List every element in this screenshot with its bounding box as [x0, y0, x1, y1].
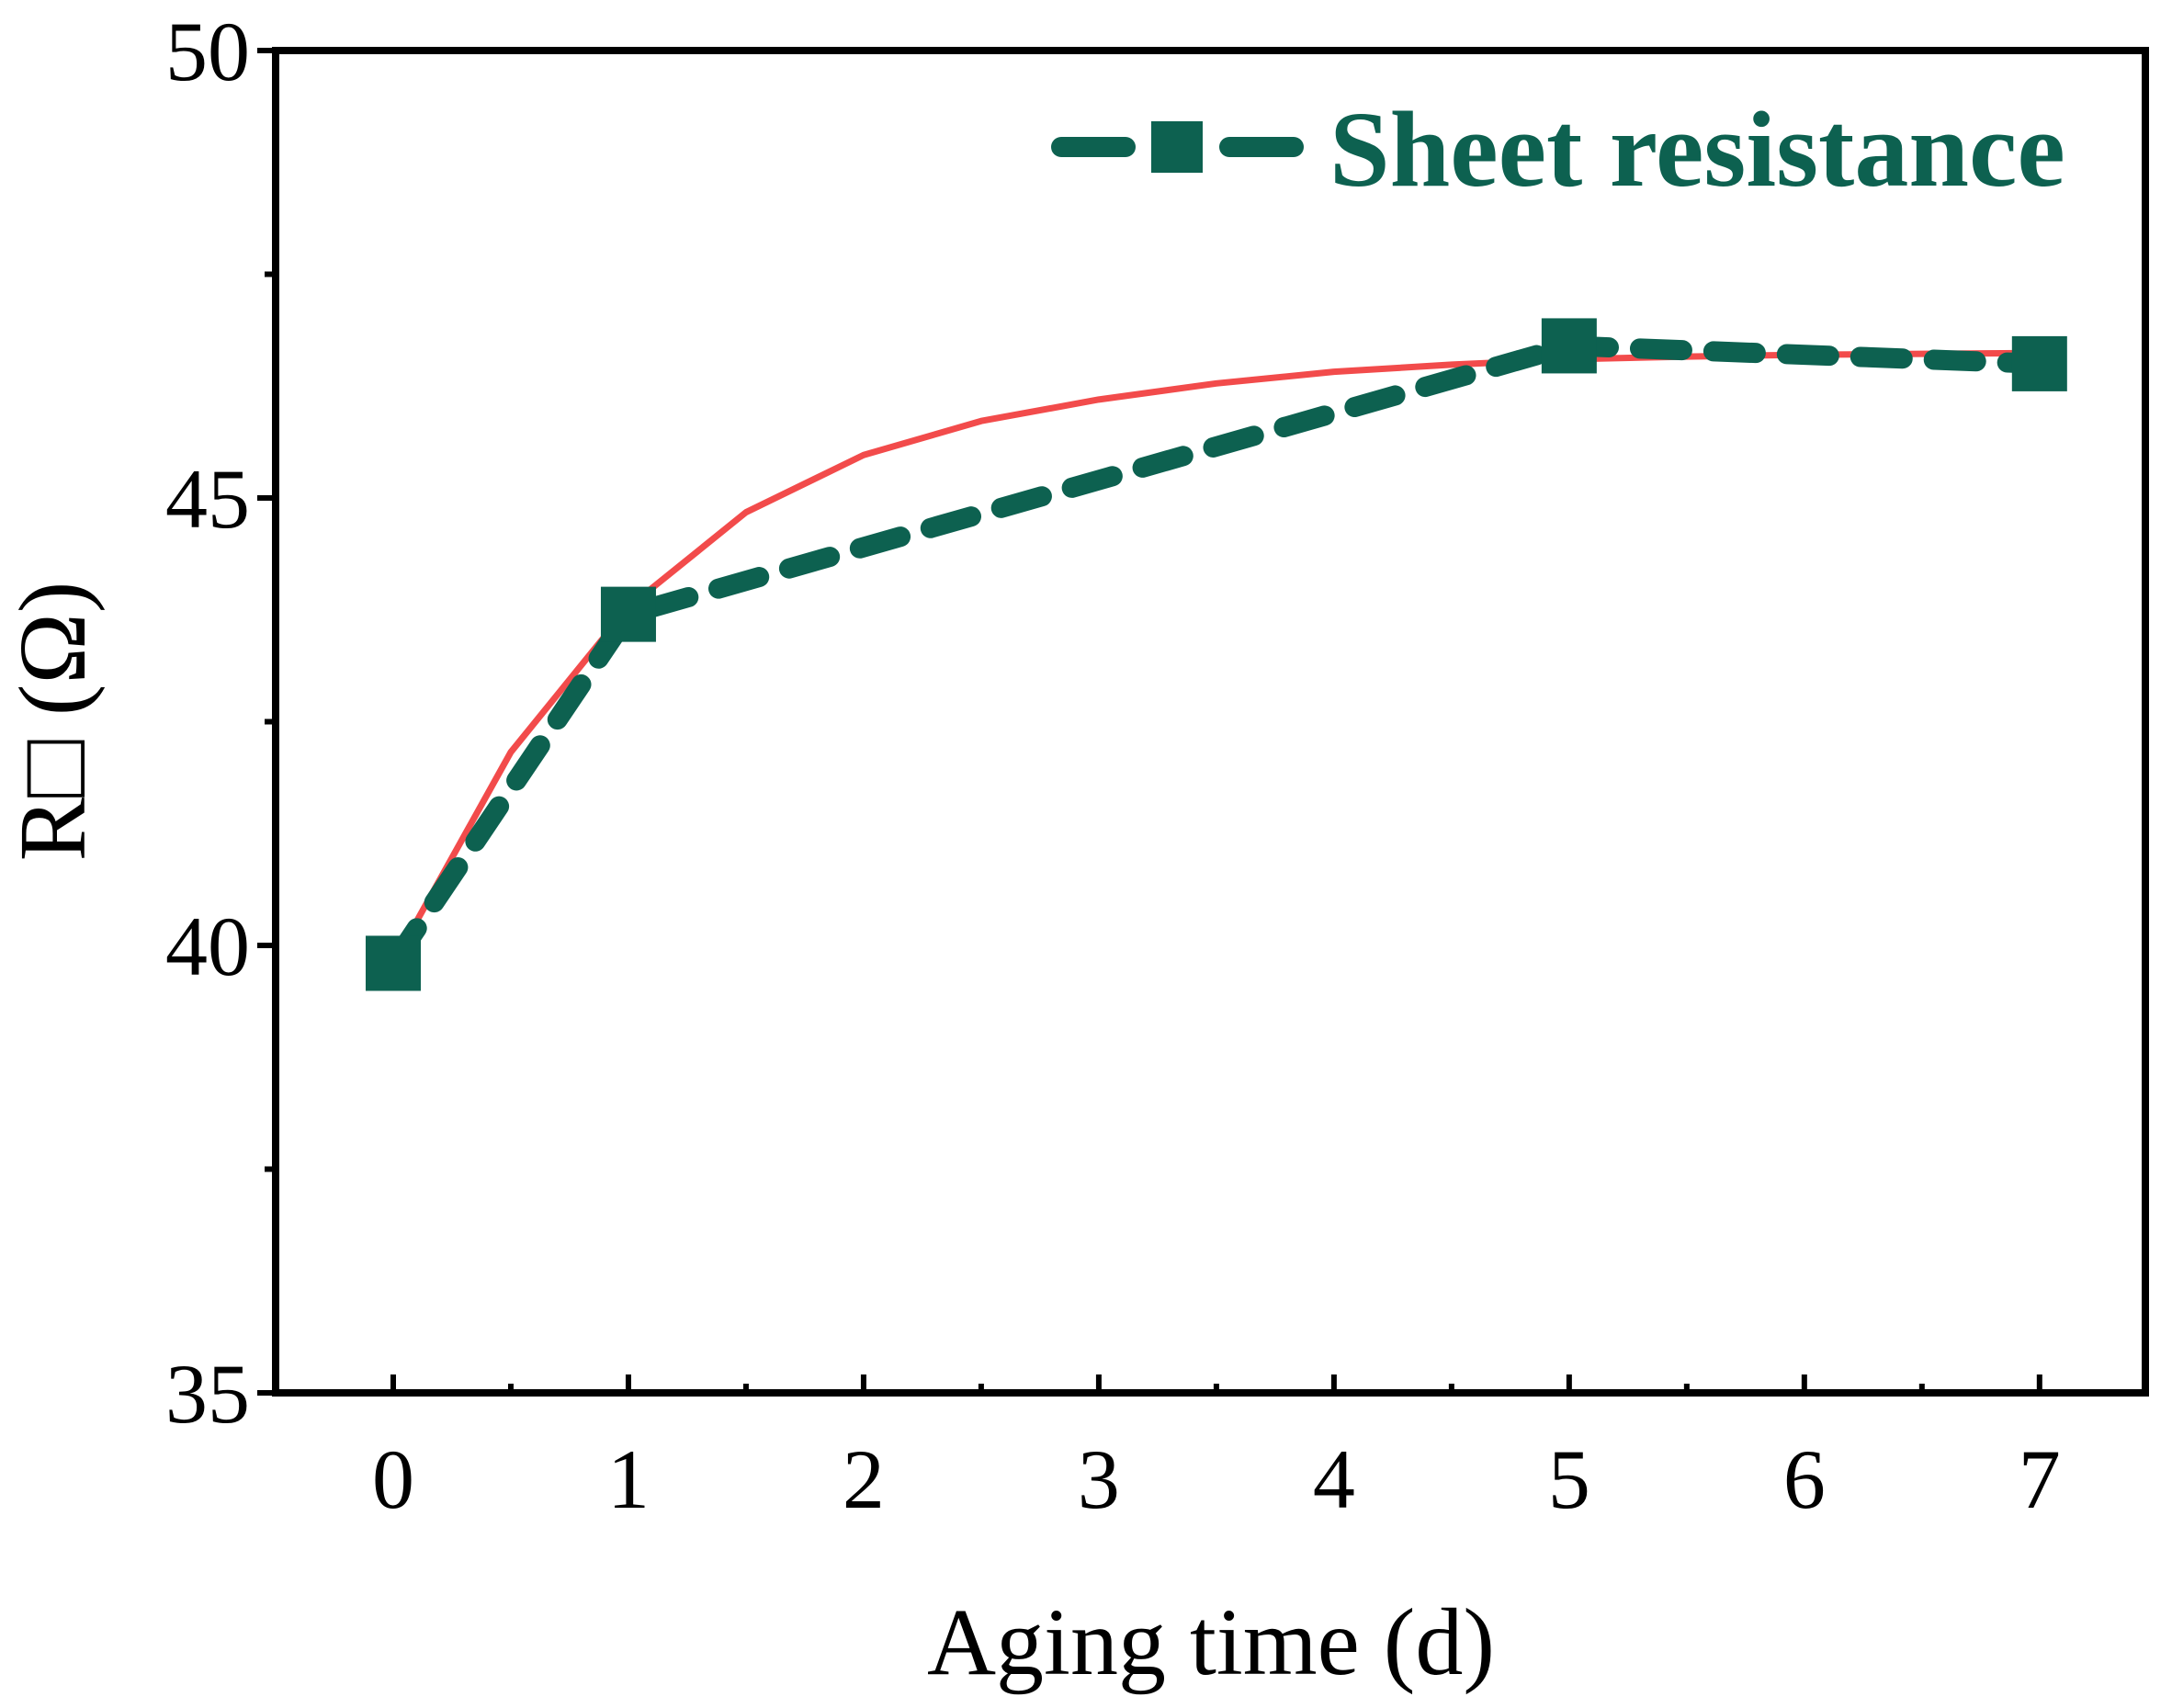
x-axis-title: Aging time (d) [927, 1589, 1495, 1695]
x-tick-label: 3 [1078, 1432, 1120, 1526]
x-tick-label: 2 [843, 1432, 885, 1526]
y-tick-label: 35 [165, 1347, 250, 1441]
data-point-marker [365, 935, 421, 991]
data-point-marker [600, 586, 656, 642]
data-point-marker [2011, 335, 2067, 391]
data-series-layer [365, 318, 2067, 991]
y-axis-title: R□ (Ω) [0, 582, 106, 862]
legend-marker [1151, 121, 1203, 173]
x-tick-label: 4 [1313, 1432, 1355, 1526]
x-tick-label: 7 [2019, 1432, 2061, 1526]
x-tick-label: 6 [1783, 1432, 1826, 1526]
legend: Sheet resistance [1051, 89, 2065, 209]
y-tick-label: 50 [165, 5, 250, 98]
x-tick-label: 1 [607, 1432, 650, 1526]
y-axis-ticks: 35 40 45 50 [165, 5, 276, 1441]
x-tick-label: 0 [372, 1432, 414, 1526]
y-tick-label: 45 [165, 452, 250, 546]
data-point-marker [1541, 318, 1597, 374]
series-line-sheet-resistance [382, 335, 2050, 974]
legend-label-sheet-resistance: Sheet resistance [1329, 89, 2065, 209]
x-axis-ticks: 0 1 2 3 4 5 6 7 [372, 1374, 2061, 1526]
y-tick-label: 40 [165, 899, 250, 993]
x-tick-label: 5 [1548, 1432, 1590, 1526]
